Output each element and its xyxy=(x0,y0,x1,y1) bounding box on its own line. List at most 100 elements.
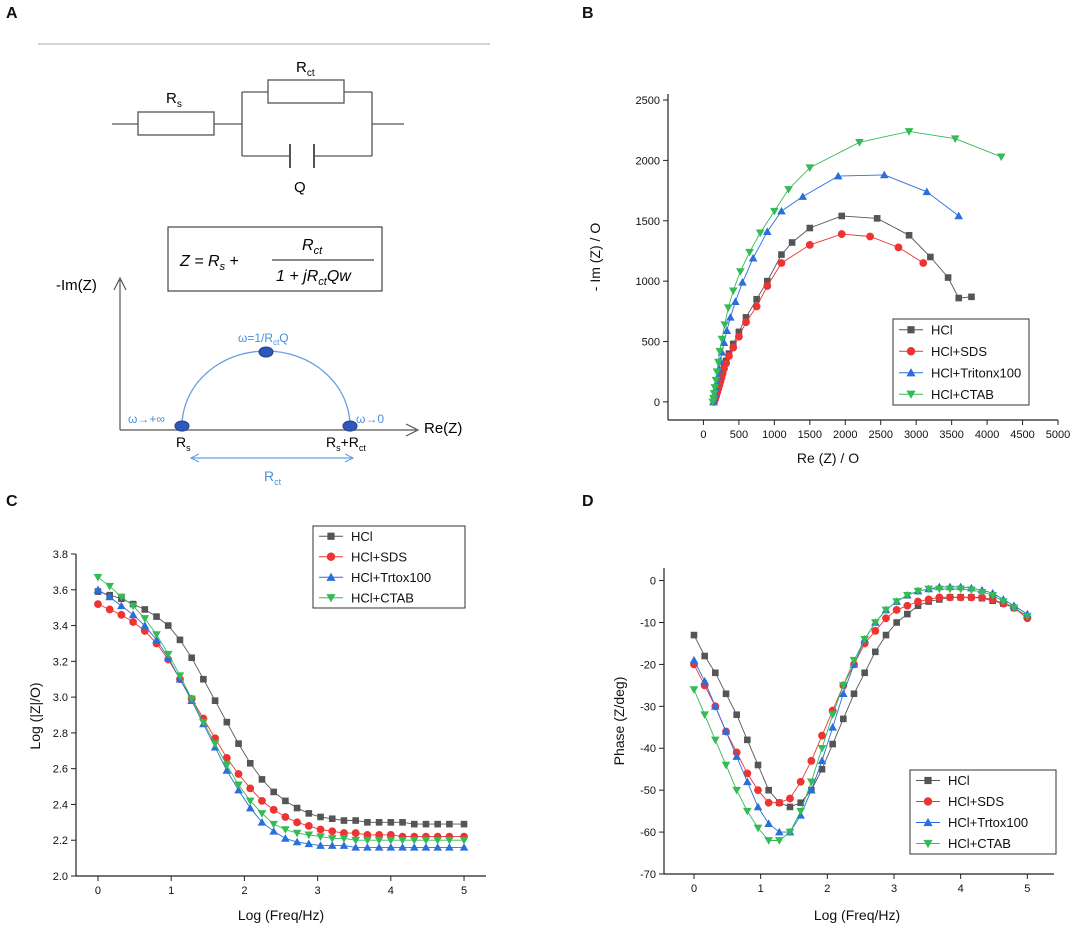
chart-nyquist: 0 500 1000 1500 2000 2500 3000 3500 4000 4500 5000… xyxy=(587,94,1070,466)
series-4 xyxy=(93,573,469,845)
data-point xyxy=(828,711,837,720)
legend-marker xyxy=(924,776,932,785)
legend-box xyxy=(909,769,1057,855)
data-point xyxy=(422,820,430,828)
data-point xyxy=(731,297,740,305)
data-point xyxy=(176,636,184,644)
legend-marker xyxy=(326,594,336,603)
data-point xyxy=(806,224,814,232)
resistor-rs xyxy=(137,111,215,136)
x-tick-label: 3 xyxy=(315,885,321,897)
y-tick-label: 3.8 xyxy=(53,549,68,561)
data-point xyxy=(282,797,289,805)
data-point xyxy=(882,631,890,639)
data-point xyxy=(944,274,952,281)
data-point xyxy=(105,582,114,591)
data-point xyxy=(188,654,195,662)
data-point xyxy=(872,648,879,656)
data-point xyxy=(711,702,720,710)
data-point xyxy=(340,829,348,837)
data-point xyxy=(978,593,986,602)
y-tick-label: 2500 xyxy=(636,95,660,107)
data-point xyxy=(722,326,732,334)
data-point xyxy=(849,656,859,665)
panel-label-d: D xyxy=(582,493,594,510)
legend-label: HCl+SDS xyxy=(351,549,407,564)
data-point xyxy=(738,278,747,286)
data-point xyxy=(1009,604,1019,613)
data-point xyxy=(304,822,313,830)
data-point xyxy=(339,835,349,843)
data-point xyxy=(721,761,731,770)
data-point xyxy=(117,593,126,602)
data-point xyxy=(327,841,337,849)
data-point xyxy=(968,293,975,301)
data-point xyxy=(861,669,868,677)
data-point xyxy=(871,626,880,635)
x-tick-label: 4 xyxy=(958,883,964,895)
data-point xyxy=(945,585,955,594)
data-point xyxy=(351,843,360,851)
data-point xyxy=(386,843,396,851)
data-point xyxy=(722,359,731,368)
data-point xyxy=(211,697,219,704)
data-point xyxy=(446,820,453,828)
data-point xyxy=(327,835,337,843)
legend-label: HCl+CTAB xyxy=(948,836,1011,851)
legend-marker xyxy=(906,390,916,399)
data-point xyxy=(850,690,858,698)
y-tick-label: 3.0 xyxy=(53,692,68,704)
data-point xyxy=(742,314,750,321)
data-point xyxy=(421,843,431,851)
data-point xyxy=(128,610,138,619)
data-point xyxy=(753,295,760,303)
data-point xyxy=(805,164,815,172)
series-line xyxy=(97,576,464,841)
data-point xyxy=(140,615,150,623)
rct-span-arrow-left xyxy=(189,453,200,463)
data-point xyxy=(924,595,933,604)
y-tick-label: 2000 xyxy=(636,155,660,167)
y-tick-label: 0 xyxy=(650,576,656,588)
q-label: Q xyxy=(294,179,306,196)
data-point xyxy=(904,610,911,618)
data-point xyxy=(712,669,719,677)
data-point xyxy=(729,343,738,352)
data-point xyxy=(316,841,325,849)
legend-marker xyxy=(923,817,933,827)
x-tick-label: 1 xyxy=(168,885,174,897)
data-point xyxy=(715,347,725,356)
data-point xyxy=(304,839,314,848)
data-point xyxy=(785,828,795,837)
data-point xyxy=(903,601,912,610)
data-point xyxy=(129,618,138,626)
data-point xyxy=(725,352,733,360)
data-point xyxy=(152,631,161,639)
x-tick-label: 4 xyxy=(388,885,394,897)
data-point xyxy=(305,810,313,817)
data-point xyxy=(140,621,150,629)
data-point xyxy=(996,153,1006,162)
y-tick-label: -30 xyxy=(640,701,656,713)
data-point xyxy=(935,585,944,594)
data-point xyxy=(798,192,808,200)
data-point xyxy=(269,805,278,814)
data-point xyxy=(700,676,709,685)
data-point xyxy=(956,593,965,602)
y-axis-title: - Im (Z) / O xyxy=(587,223,603,292)
data-point xyxy=(117,601,126,610)
data-point xyxy=(117,610,126,619)
data-point xyxy=(748,253,758,262)
x-tick-label: 2 xyxy=(241,885,247,897)
data-point xyxy=(711,376,721,385)
data-point xyxy=(743,807,752,816)
data-point xyxy=(839,689,848,698)
data-point xyxy=(292,837,302,846)
series-line xyxy=(97,589,464,848)
legend-label: HCl+Tritonx100 xyxy=(931,365,1021,380)
data-point xyxy=(732,786,741,795)
data-point xyxy=(223,718,231,726)
x-tick-label: 4500 xyxy=(1010,429,1034,441)
data-point xyxy=(919,259,928,267)
sketch-rs-rct-label: Rs+Rct xyxy=(326,434,366,453)
